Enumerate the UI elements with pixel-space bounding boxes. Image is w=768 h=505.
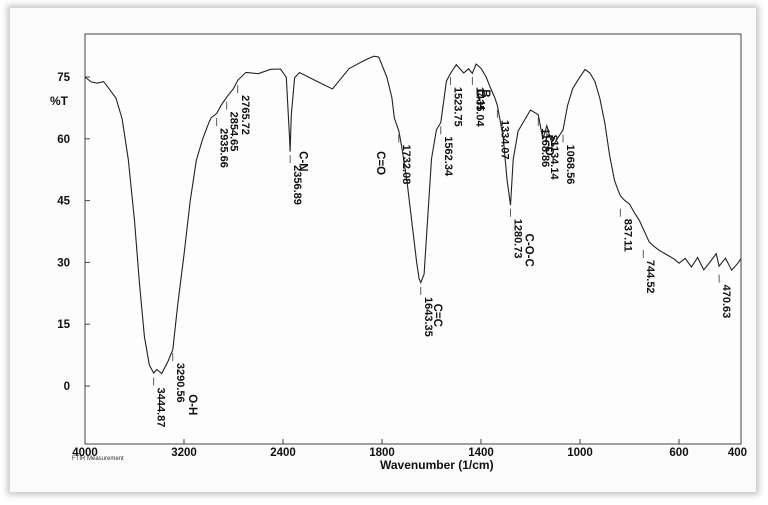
peak-marker: 1334.07	[496, 109, 510, 160]
peak-label: 3290.56	[174, 363, 186, 403]
peak-marker: 3444.87	[153, 377, 167, 428]
functional-group-label: C-N	[297, 151, 309, 171]
peak-label: 744.52	[644, 260, 656, 294]
peak-marker: 1732.08	[398, 134, 412, 185]
peak-marker: 1280.73	[510, 208, 524, 259]
peak-marker: 2765.72	[237, 85, 251, 135]
peak-marker: 2854.65	[226, 101, 240, 152]
peak-marker: 1435.04	[471, 76, 485, 128]
functional-group-label: C-O	[542, 135, 554, 156]
peak-label: 470.63	[720, 285, 732, 319]
functional-group-label: C-H	[474, 89, 486, 109]
peak-label: 2356.89	[291, 165, 303, 205]
peak-label: 1168.86	[539, 128, 551, 167]
peak-label: 2935.66	[218, 128, 230, 168]
x-tick-label: 3200	[171, 447, 197, 459]
y-tick-label: 45	[57, 196, 70, 208]
functional-group-label: s	[548, 135, 560, 141]
peak-label: 837.11	[621, 219, 633, 252]
peak-label: 1068.56	[564, 145, 576, 185]
peak-label: 2854.65	[228, 112, 240, 152]
x-tick-label: 4000	[72, 447, 98, 459]
peak-marker: 1134.14	[546, 130, 560, 180]
peak-label: 1732.08	[400, 145, 412, 185]
peak-label: 3444.87	[155, 388, 167, 428]
peak-label: 1562.34	[442, 136, 454, 177]
x-tick-label: 2400	[270, 447, 296, 459]
y-axis-label: %T	[50, 94, 69, 108]
peak-label: 1334.07	[498, 120, 510, 160]
peak-marker: 1643.35	[420, 287, 434, 337]
peak-marker: 1523.75	[449, 76, 463, 127]
peak-marker: 3290.56	[172, 352, 186, 403]
functional-group-label: C-O-C	[523, 234, 535, 267]
peak-marker: 2356.89	[289, 155, 303, 205]
spectrum-line	[84, 55, 742, 375]
plot-area	[84, 33, 742, 445]
peak-label: 1643.35	[422, 297, 434, 337]
functional-group-label: B	[479, 89, 491, 97]
y-tick-label: 15	[57, 319, 70, 331]
x-tick-label: 400	[728, 447, 747, 459]
functional-group-label: C=O	[374, 151, 386, 175]
x-tick-label: 1400	[468, 447, 494, 459]
x-tick-label: 1800	[369, 447, 395, 459]
x-axis-label: Wavenumber (1/cm)	[380, 458, 494, 472]
y-tick-label: 0	[64, 381, 70, 393]
x-tick-label: 1000	[567, 447, 593, 459]
peak-marker: 1562.34	[440, 126, 454, 177]
y-tick-label: 75	[57, 72, 70, 84]
peak-marker: 744.52	[642, 249, 656, 294]
functional-group-label: C=C	[431, 304, 443, 327]
peak-label: 2765.72	[239, 95, 251, 135]
peak-marker: 837.11	[619, 208, 633, 252]
footer-note: FTIR Measurement	[72, 456, 124, 462]
peak-label: 1280.73	[512, 219, 524, 259]
peak-label: 1435.04	[473, 87, 485, 128]
y-tick-label: 60	[57, 134, 70, 146]
chart-frame: 0 15 30 45 60 75 4000 3200 2400 1800 1400 1000 600 4…	[10, 8, 756, 492]
peak-marker: 2935.66	[216, 118, 230, 168]
peak-marker: 470.63	[718, 274, 732, 319]
peak-label: 1523.75	[451, 87, 463, 127]
ftir-spectrum-chart: 0 15 30 45 60 75 4000 3200 2400 1800 1400 1000 600 4…	[50, 33, 747, 472]
peak-label: 1134.14	[548, 140, 560, 180]
x-tick-label: 600	[669, 447, 688, 459]
functional-group-label: O-H	[186, 394, 198, 415]
peak-marker: 1068.56	[562, 134, 576, 185]
y-tick-label: 30	[57, 257, 70, 269]
peak-marker: 1168.86	[537, 118, 551, 167]
